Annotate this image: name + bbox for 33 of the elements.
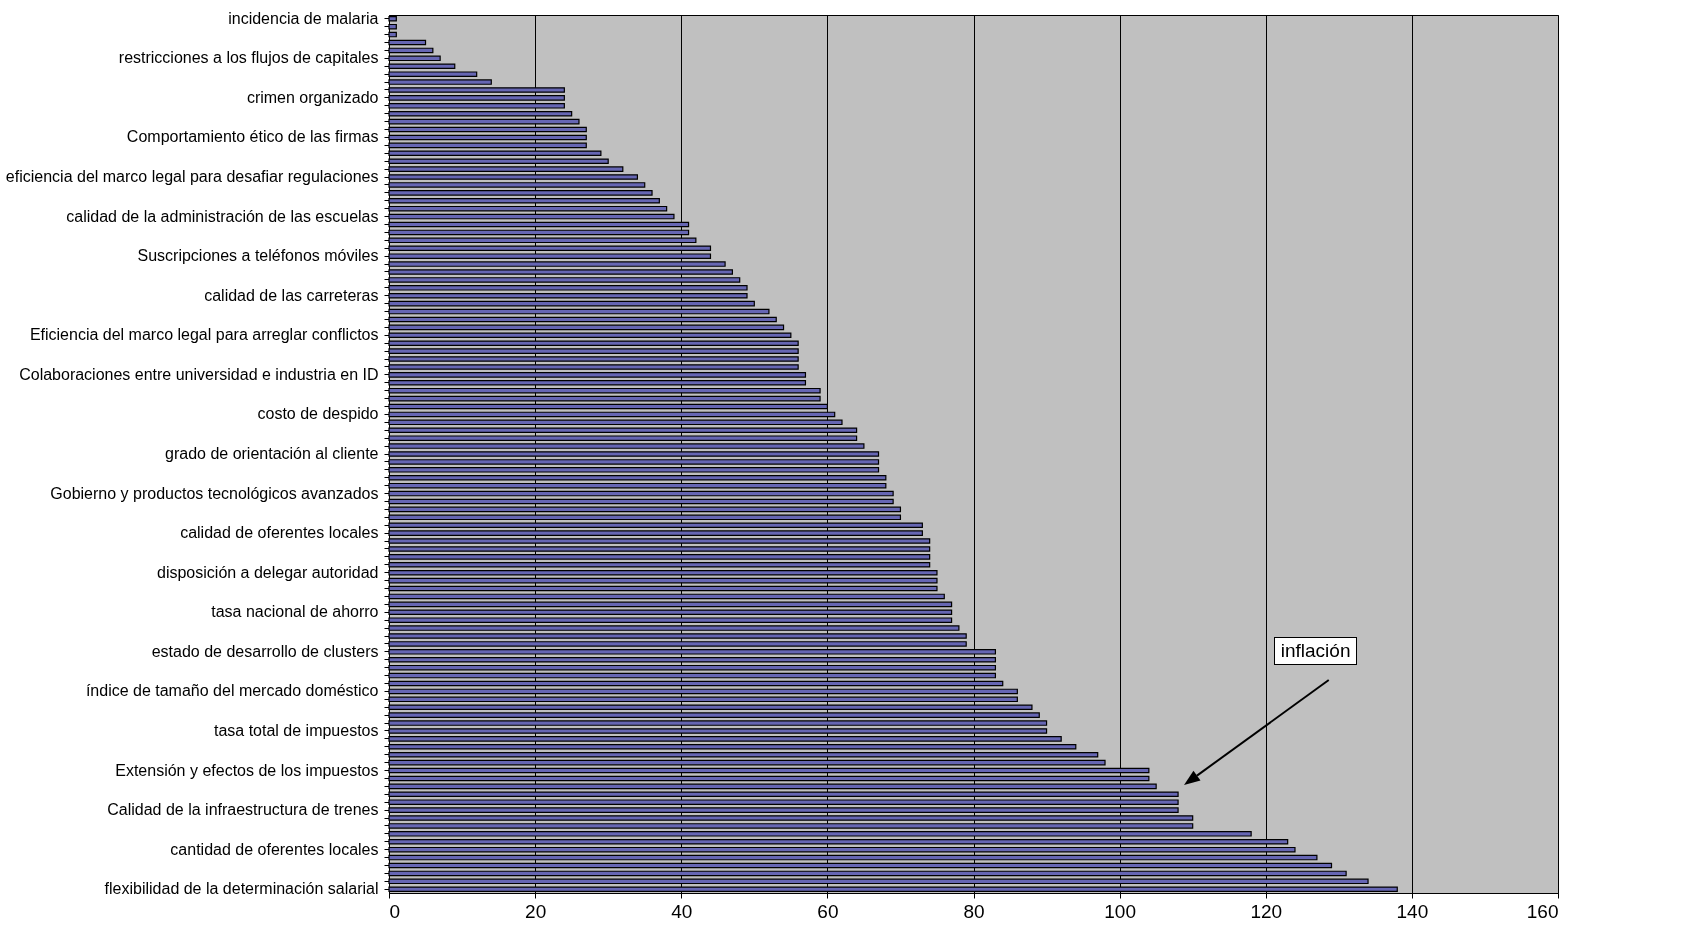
y-tick-label: cantidad de oferentes locales	[170, 840, 379, 858]
y-tick-label: índice de tamaño del mercado doméstico	[85, 682, 379, 700]
y-tick-label: costo de despido	[257, 405, 379, 423]
y-tick-label: calidad de la administración de las escuelas	[66, 207, 379, 225]
y-tick-label: Colaboraciones entre universidad e industria en ID	[19, 365, 379, 383]
y-tick-label: Gobierno y productos tecnológicos avanzados	[50, 484, 379, 502]
x-tick-label: 20	[525, 900, 547, 922]
y-tick-label: flexibilidad de la determinación salarial	[104, 880, 379, 898]
y-tick-label: Extensión y efectos de los impuestos	[115, 761, 379, 779]
y-tick-label: crimen organizado	[246, 88, 379, 106]
y-tick-label: estado de desarrollo de clusters	[151, 642, 379, 660]
x-tick-label: 120	[1250, 900, 1283, 922]
y-tick-label: tasa nacional de ahorro	[211, 603, 379, 621]
y-tick-label: Suscripciones a teléfonos móviles	[137, 247, 379, 265]
y-tick-label: calidad de oferentes locales	[180, 524, 379, 542]
y-tick-label: tasa total de impuestos	[213, 721, 379, 739]
x-tick-label: 80	[963, 900, 985, 922]
y-tick-label: Comportamiento ético de las firmas	[126, 128, 379, 146]
y-tick-label: Eficiencia del marco legal para arreglar conflictos	[29, 326, 379, 344]
x-tick-label: 40	[671, 900, 693, 922]
y-tick-label: Calidad de la infraestructura de trenes	[107, 801, 379, 819]
x-tick-label: 60	[817, 900, 839, 922]
y-tick-label: calidad de las carreteras	[204, 286, 379, 304]
y-tick-label: restricciones a los flujos de capitales	[118, 49, 379, 67]
y-tick-label: eficiencia del marco legal para desafiar regulaciones	[5, 168, 379, 186]
x-tick-label: 100	[1104, 900, 1136, 922]
annotation: inflación	[1273, 637, 1358, 665]
y-tick-label: incidencia de malaria	[228, 9, 379, 27]
x-tick-label: 140	[1396, 900, 1429, 922]
y-tick-label: grado de orientación al cliente	[165, 445, 379, 462]
y-tick-label: disposición a delegar autoridad	[157, 563, 379, 581]
x-tick-label: 160	[1526, 900, 1559, 922]
x-tick-label: 0	[389, 900, 401, 922]
